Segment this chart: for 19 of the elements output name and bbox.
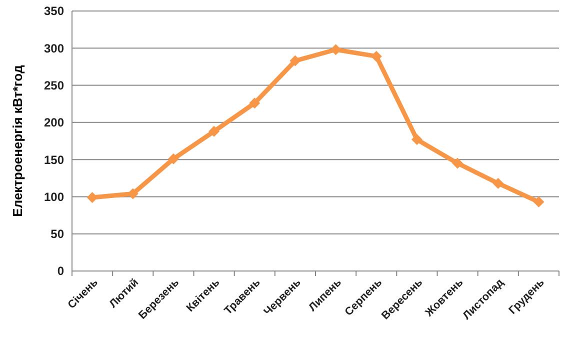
point — [290, 55, 301, 66]
y-tick-label: 200 — [44, 116, 64, 130]
point — [492, 178, 504, 189]
point — [533, 196, 544, 208]
y-tick-label: 250 — [44, 78, 64, 92]
point — [452, 158, 464, 169]
y-tick-label: 350 — [44, 4, 64, 18]
y-tick-label: 0 — [57, 264, 64, 278]
point — [168, 153, 179, 164]
point — [86, 192, 98, 203]
y-tick-label: 300 — [44, 41, 64, 56]
point — [411, 134, 422, 146]
point — [370, 50, 382, 62]
y-tick-label: 150 — [44, 152, 64, 167]
y-tick-label: 100 — [44, 190, 64, 204]
point — [208, 126, 220, 137]
y-axis-title: Електроенергія кВт*год — [10, 64, 25, 217]
y-tick-label: 50 — [50, 227, 64, 242]
point — [249, 98, 260, 109]
